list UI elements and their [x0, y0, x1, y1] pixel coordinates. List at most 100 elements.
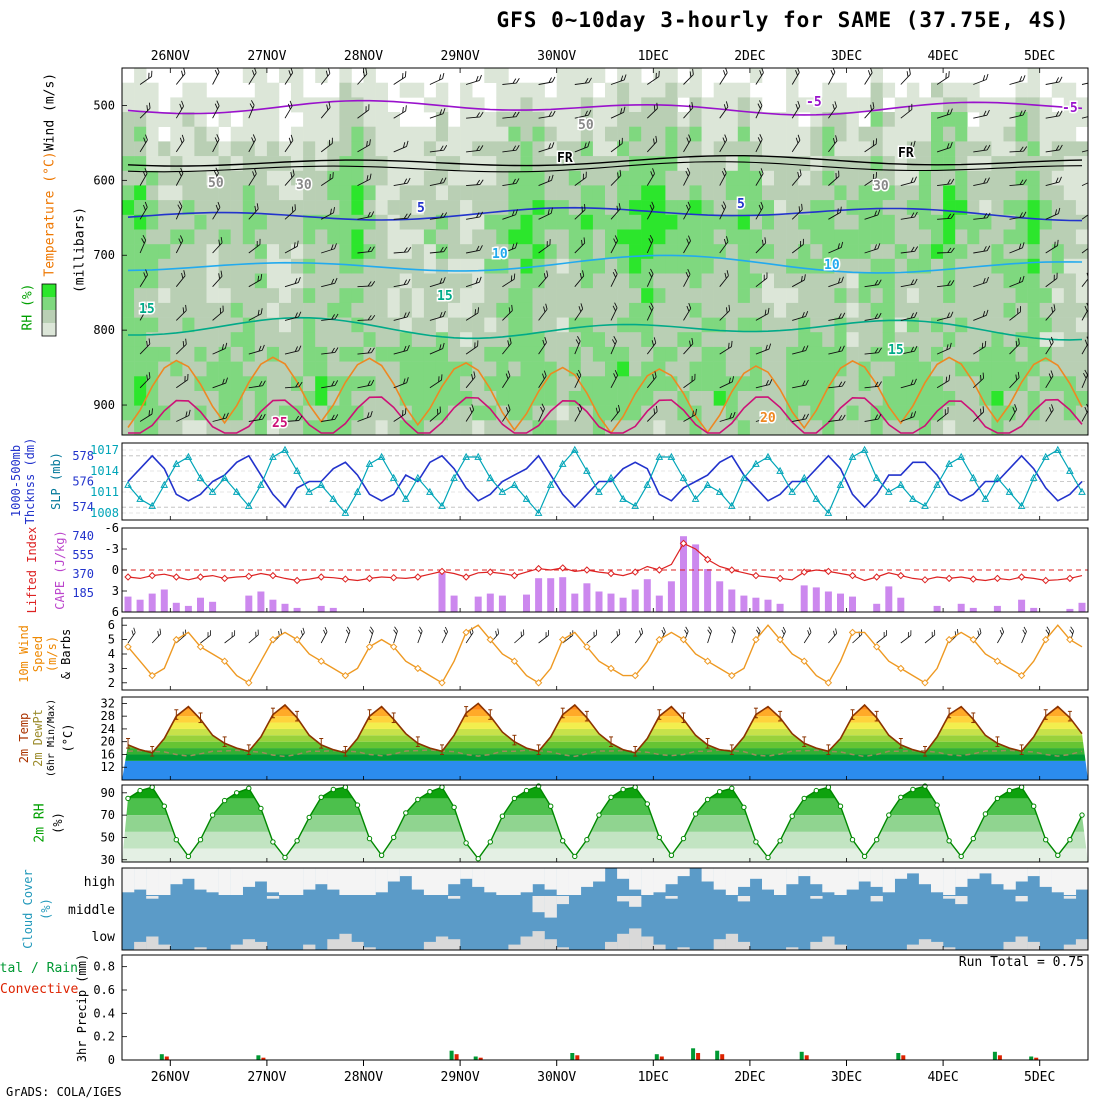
rh-cell [931, 361, 944, 377]
rh-cell [134, 273, 147, 289]
cape-bar [559, 577, 567, 612]
rh-cell [435, 170, 449, 186]
wind-barb [466, 111, 484, 119]
rh-cell [967, 214, 980, 230]
marker-diamond [897, 664, 905, 673]
rh-cell [279, 302, 292, 318]
rh-cell [592, 346, 606, 362]
marker-diamond [848, 571, 857, 580]
rh-cell [532, 229, 545, 245]
rh-cell [351, 317, 364, 333]
wind-barb [791, 238, 804, 254]
marker-triangle [534, 508, 543, 516]
rh-cell [375, 141, 388, 157]
wind-barb [646, 168, 655, 186]
cape-bar [317, 605, 325, 612]
rh-cell [532, 420, 545, 435]
rh-cell [1027, 156, 1040, 172]
marker-diamond [196, 573, 205, 581]
cape-bar [667, 581, 675, 612]
rh-cell [339, 361, 352, 377]
rh-cell [1075, 214, 1088, 230]
cloud-bar [556, 896, 569, 905]
rh-cell [158, 273, 171, 289]
marker-circle [294, 838, 300, 844]
rh-cell [448, 273, 461, 289]
rh-cell [291, 82, 304, 98]
rh-cell [774, 288, 787, 304]
rh-cell [737, 170, 751, 186]
rh-cell [339, 82, 352, 98]
rh-cell [955, 244, 968, 260]
rh-cell [315, 200, 328, 216]
rh-cell [182, 391, 195, 406]
rh-cell [786, 376, 799, 392]
rh-cell [822, 112, 835, 127]
rh-cell [1015, 185, 1028, 201]
rh-band [122, 786, 1088, 799]
rh-cell [617, 346, 630, 362]
wind-barb [175, 338, 187, 355]
rh-cell [230, 346, 244, 362]
rh-cell [122, 185, 135, 201]
contour-label: -5 [1062, 101, 1078, 116]
marker-triangle [196, 473, 205, 481]
rh-cell [218, 200, 231, 216]
wind-barb [502, 178, 520, 187]
rh-cell [846, 141, 859, 157]
rh-cell [689, 200, 702, 216]
rh-cell [182, 317, 195, 333]
rh-cell [906, 185, 920, 201]
rh-cell [749, 185, 763, 201]
marker-triangle [800, 473, 809, 481]
contour-line [127, 254, 1083, 274]
rh-cell [122, 141, 135, 157]
rh-cell [1003, 288, 1016, 304]
rh-cell [435, 82, 449, 98]
marker-circle [246, 785, 252, 791]
rh-cell [1039, 170, 1053, 186]
rh-cell [218, 214, 231, 230]
rh-cell [665, 376, 678, 392]
rh-cell [375, 185, 388, 201]
rh-cell [918, 302, 932, 318]
marker-diamond [631, 671, 639, 680]
rh-cell [472, 317, 485, 333]
rh-cell [327, 229, 340, 245]
rh-cell [206, 273, 219, 289]
rh-cell [423, 273, 437, 289]
rh-cell [399, 200, 413, 216]
rh-cell [762, 112, 775, 127]
rh-cell [991, 126, 1004, 142]
cloud-bar [230, 944, 243, 950]
rh-cell [206, 376, 219, 392]
rh-cell [737, 185, 751, 201]
rh-cell [315, 244, 328, 260]
wind-barb [610, 74, 627, 85]
rh-cell [496, 214, 509, 230]
rh-cell [749, 200, 763, 216]
rh-cell [810, 332, 823, 348]
rh-cell [435, 200, 449, 216]
marker-circle [777, 838, 783, 844]
rh-cell [315, 112, 328, 127]
cloud-bar [448, 868, 461, 885]
rh-cell [931, 244, 944, 260]
rh-cell [701, 185, 714, 201]
rh-cell [955, 361, 968, 377]
wind-barb [212, 167, 219, 186]
rh-cell [435, 141, 449, 157]
rh-cell [568, 405, 582, 421]
cloud-bar [846, 868, 859, 890]
rh-cell [218, 361, 231, 377]
rh-cell [689, 317, 702, 333]
cloud-bar [435, 868, 449, 895]
rh-cell [170, 302, 183, 318]
wind-barb [828, 628, 838, 644]
wind-barb [538, 403, 545, 422]
rh-cell [979, 229, 992, 245]
rh-cell [677, 302, 690, 318]
rh-cell [496, 185, 509, 201]
rh-cell [303, 170, 316, 186]
rh-cell [665, 273, 678, 289]
